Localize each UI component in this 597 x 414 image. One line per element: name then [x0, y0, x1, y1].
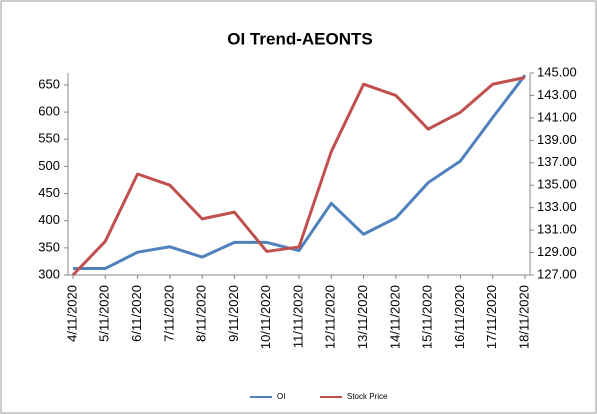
y-tick-label: 500	[38, 158, 60, 173]
y-tick-label: 400	[38, 212, 60, 227]
x-tick-label: 5/11/2020	[97, 285, 112, 342]
y-tick-label: 300	[38, 266, 60, 281]
y-tick-label: 350	[38, 239, 60, 254]
x-tick-label: 18/11/2020	[516, 285, 531, 349]
y2-tick-label: 143.00	[537, 87, 577, 102]
series-line	[71, 76, 526, 277]
y2-tick-label: 131.00	[537, 222, 577, 237]
x-tick-label: 7/11/2020	[161, 285, 176, 342]
chart-title: OI Trend-AEONTS	[227, 29, 372, 48]
legend-label: Stock Price	[347, 392, 388, 401]
series-line	[73, 74, 527, 270]
x-tick-label: 6/11/2020	[129, 285, 144, 342]
y-tick-label: 600	[38, 104, 60, 119]
x-tick-label: 17/11/2020	[484, 285, 499, 349]
y2-tick-label: 137.00	[537, 154, 577, 169]
y2-tick-label: 139.00	[537, 132, 577, 147]
y2-tick-label: 141.00	[537, 109, 577, 124]
x-tick-label: 14/11/2020	[387, 285, 402, 349]
x-tick-label: 13/11/2020	[355, 285, 370, 349]
x-tick-label: 4/11/2020	[64, 285, 79, 342]
y2-tick-label: 135.00	[537, 177, 577, 192]
y-tick-label: 650	[38, 76, 60, 91]
y2-tick-label: 145.00	[537, 64, 577, 79]
x-tick-label: 16/11/2020	[452, 285, 467, 349]
x-tick-label: 9/11/2020	[226, 285, 241, 342]
y-tick-label: 450	[38, 185, 60, 200]
legend-label: OI	[277, 392, 285, 401]
x-tick-label: 10/11/2020	[258, 285, 273, 349]
x-tick-label: 11/11/2020	[290, 285, 305, 348]
x-tick-label: 15/11/2020	[420, 285, 435, 349]
y2-tick-label: 133.00	[537, 199, 577, 214]
y-tick-label: 550	[38, 131, 60, 146]
x-tick-label: 8/11/2020	[194, 285, 209, 342]
y2-tick-label: 129.00	[537, 244, 577, 259]
x-tick-label: 12/11/2020	[323, 285, 338, 349]
y2-tick-label: 127.00	[537, 266, 577, 281]
